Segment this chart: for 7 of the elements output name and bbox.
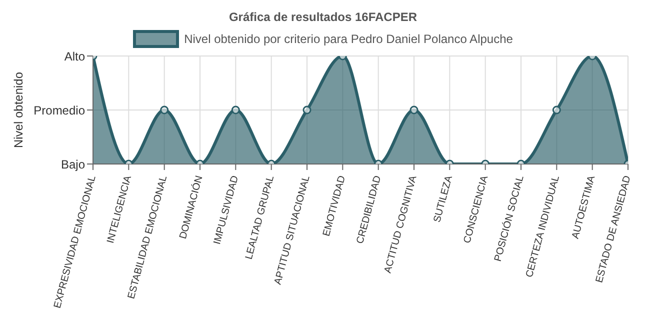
chart-title: Gráfica de resultados 16FACPER <box>228 9 418 26</box>
y-axis-title: Nivel obtenido <box>11 72 26 148</box>
text: Promedio <box>34 103 86 118</box>
legend-label: Nivel obtenido por criterio para Pedro Daniel Polanco Alpuche <box>183 31 513 48</box>
text: Bajo <box>60 157 86 172</box>
text: Alto <box>64 49 86 64</box>
x-tick-label: LEALTAD GRUPAL <box>244 174 277 261</box>
